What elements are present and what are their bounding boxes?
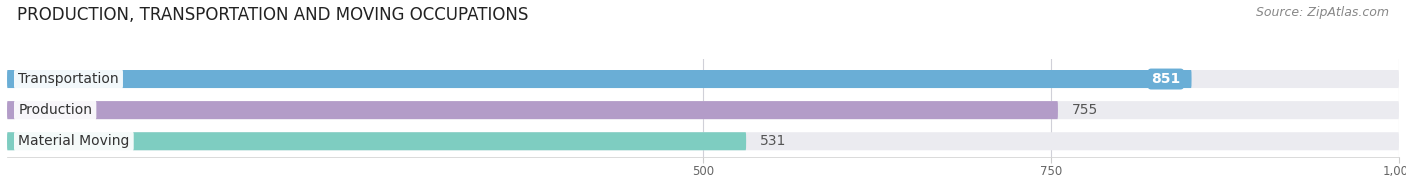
Text: 531: 531 <box>761 134 786 148</box>
Text: Transportation: Transportation <box>18 72 118 86</box>
FancyBboxPatch shape <box>7 132 747 150</box>
Text: 755: 755 <box>1071 103 1098 117</box>
FancyBboxPatch shape <box>7 70 1191 88</box>
Text: 851: 851 <box>1152 72 1181 86</box>
Text: PRODUCTION, TRANSPORTATION AND MOVING OCCUPATIONS: PRODUCTION, TRANSPORTATION AND MOVING OC… <box>17 6 529 24</box>
Text: Production: Production <box>18 103 93 117</box>
FancyBboxPatch shape <box>7 101 1057 119</box>
FancyBboxPatch shape <box>7 101 1399 119</box>
FancyBboxPatch shape <box>7 70 1399 88</box>
FancyBboxPatch shape <box>7 132 1399 150</box>
Text: Source: ZipAtlas.com: Source: ZipAtlas.com <box>1256 6 1389 19</box>
Text: Material Moving: Material Moving <box>18 134 129 148</box>
